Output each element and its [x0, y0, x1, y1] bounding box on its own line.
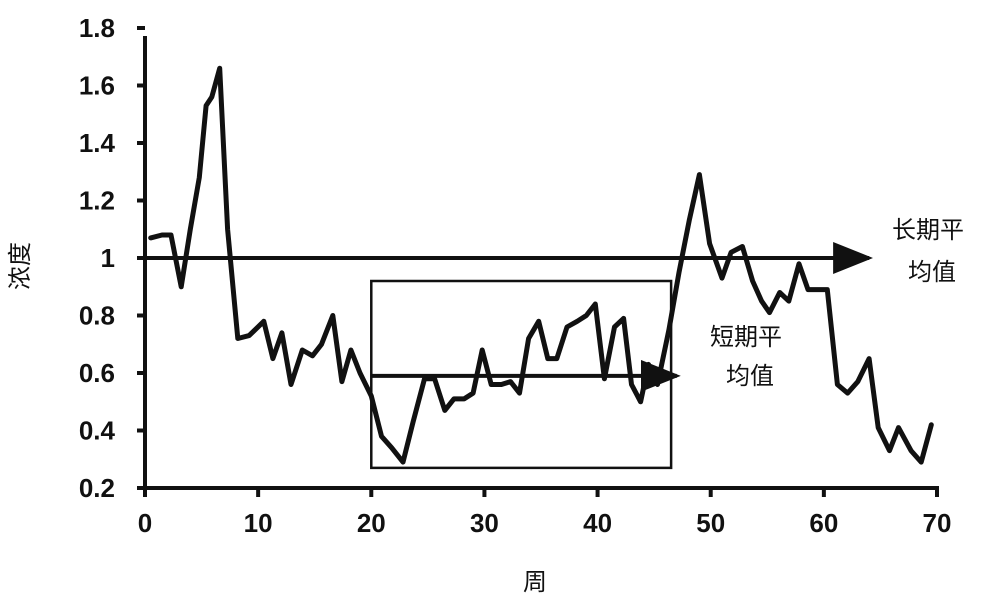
y-tick-label: 0.2 — [79, 473, 115, 503]
x-tick-label: 20 — [357, 508, 386, 538]
y-tick-label: 1.8 — [79, 13, 115, 43]
series-line — [148, 65, 934, 465]
x-tick-label: 0 — [138, 508, 152, 538]
short-term-average-label-line-2: 均值 — [726, 362, 774, 390]
x-tick-label: 50 — [696, 508, 725, 538]
x-axis-title: 周 — [523, 568, 547, 596]
short-term-average-label-line-1: 短期平 — [710, 323, 782, 351]
y-axis-title: 浓度 — [6, 242, 34, 290]
y-axis-ticks: 0.2 0.4 0.6 0.8 1 1.2 1.4 1.6 1.8 — [79, 13, 145, 503]
long-term-average-label-line-1: 长期平 — [892, 216, 964, 244]
x-axis-ticks: 0 10 20 30 40 50 60 70 — [138, 488, 952, 538]
y-tick-label: 0.8 — [79, 301, 115, 331]
x-tick-label: 60 — [809, 508, 838, 538]
y-tick-label: 0.6 — [79, 358, 115, 388]
y-tick-label: 1.2 — [79, 186, 115, 216]
y-tick-label: 1.4 — [79, 128, 116, 158]
x-tick-label: 30 — [470, 508, 499, 538]
y-tick-label: 0.4 — [79, 416, 116, 446]
long-term-average-label-line-2: 均值 — [908, 258, 956, 286]
y-tick-label: 1 — [101, 243, 115, 273]
axes — [143, 36, 939, 490]
x-tick-label: 40 — [583, 508, 612, 538]
y-tick-label: 1.6 — [79, 71, 115, 101]
x-tick-label: 70 — [923, 508, 952, 538]
x-tick-label: 10 — [244, 508, 273, 538]
